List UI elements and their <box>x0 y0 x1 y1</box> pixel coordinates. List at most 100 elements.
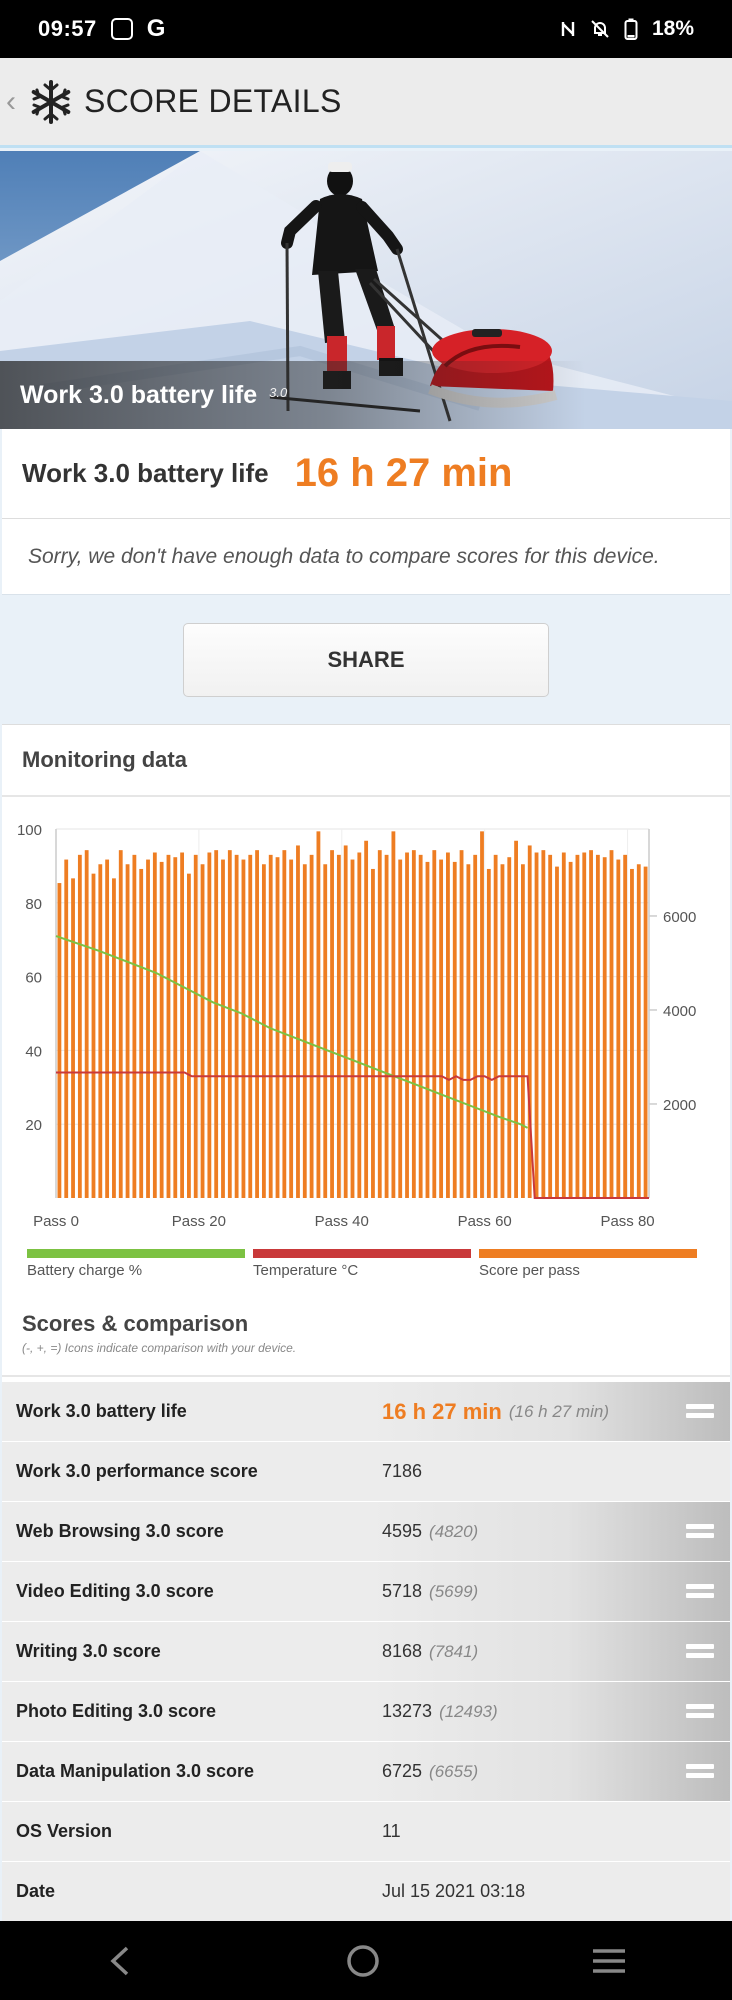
nav-menu-icon[interactable] <box>591 1946 627 1976</box>
back-chevron-icon[interactable]: ‹ <box>6 84 16 118</box>
score-bar <box>377 850 382 1198</box>
divider <box>2 1375 730 1377</box>
score-value-cell: 6725 (6655) <box>366 1742 730 1801</box>
y-right-tick-label: 6000 <box>663 909 696 926</box>
score-bar <box>623 854 628 1198</box>
score-bar <box>118 850 123 1198</box>
status-bar: 09:57 G 18% <box>0 0 732 58</box>
score-bar <box>636 864 641 1198</box>
score-value: Jul 15 2021 03:18 <box>382 1881 526 1901</box>
hero-banner: Work 3.0 battery life 3.0 <box>0 151 732 429</box>
score-label: OS Version <box>16 1821 113 1841</box>
x-tick-label: Pass 20 <box>172 1213 226 1230</box>
score-bar <box>282 850 287 1198</box>
score-row: Writing 3.0 score 8168 (7841) <box>2 1622 730 1682</box>
score-bar <box>336 854 341 1198</box>
score-bar <box>173 857 178 1198</box>
score-bar <box>391 831 396 1198</box>
score-bar <box>214 850 219 1198</box>
hero-caption-text: Work 3.0 battery life <box>20 380 258 409</box>
score-bar <box>132 854 137 1198</box>
x-tick-label: Pass 60 <box>458 1213 512 1230</box>
y-left-tick-label: 20 <box>25 1117 42 1134</box>
score-value-cell: 16 h 27 min (16 h 27 min) <box>366 1382 730 1441</box>
nav-back-icon[interactable] <box>105 1944 135 1978</box>
gallery-notification-icon <box>110 18 133 40</box>
score-bar <box>555 866 559 1198</box>
score-row: Work 3.0 battery life 16 h 27 min (16 h 27… <box>2 1382 730 1442</box>
score-bar <box>234 854 239 1198</box>
score-comparison: (16 h 27 min) <box>508 1401 610 1421</box>
score-bar <box>152 852 157 1198</box>
battery-percent: 18% <box>651 17 694 40</box>
score-row: Data Manipulation 3.0 score 6725 (6655) <box>2 1742 730 1802</box>
score-bar <box>575 854 580 1198</box>
score-row: Web Browsing 3.0 score 4595 (4820) <box>2 1502 730 1562</box>
score-bar <box>316 831 321 1198</box>
y-left-tick-label: 40 <box>25 1043 42 1060</box>
score-bar <box>548 854 553 1198</box>
score-bar <box>411 850 416 1198</box>
score-comparison: (7841) <box>429 1641 479 1661</box>
score-value: 7186 <box>382 1461 423 1481</box>
score-bar <box>534 852 539 1198</box>
score-bar <box>248 854 253 1198</box>
legend-swatch-score <box>479 1249 697 1258</box>
score-comparison: (4820) <box>429 1521 479 1541</box>
score-bar <box>371 868 375 1198</box>
score-bar <box>227 850 232 1198</box>
equal-icon <box>686 1584 714 1602</box>
result-value: 16 h 27 min <box>294 451 513 495</box>
score-bar <box>91 873 96 1198</box>
share-button[interactable]: SHARE <box>183 623 549 697</box>
y-left-tick-label: 80 <box>25 896 42 913</box>
score-value: 6725 <box>382 1761 423 1781</box>
score-label: Photo Editing 3.0 score <box>16 1701 217 1721</box>
nav-home-icon[interactable] <box>345 1943 381 1979</box>
score-bar <box>357 852 362 1198</box>
y-left-tick-label: 60 <box>25 970 42 987</box>
score-row: OS Version 11 <box>2 1802 730 1862</box>
score-bar <box>493 854 498 1198</box>
google-notification-icon: G <box>146 15 166 42</box>
score-bar <box>98 864 103 1198</box>
score-bar <box>193 854 198 1198</box>
x-tick-label: Pass 0 <box>33 1213 79 1230</box>
score-bar <box>255 850 259 1198</box>
score-bar <box>139 868 144 1198</box>
equal-icon <box>686 1704 714 1722</box>
score-bar <box>180 852 185 1198</box>
score-bar <box>582 852 587 1198</box>
legend-score: Score per pass <box>479 1249 697 1279</box>
score-bar <box>466 864 471 1198</box>
score-bar <box>77 854 82 1198</box>
system-nav-bar <box>0 1921 732 2000</box>
score-bar <box>112 878 116 1198</box>
score-bar <box>459 850 464 1198</box>
y-right-tick-label: 4000 <box>663 1003 696 1020</box>
score-bar <box>159 861 164 1198</box>
score-bar <box>609 850 614 1198</box>
score-comparison: (12493) <box>439 1701 498 1721</box>
score-bar <box>589 850 593 1198</box>
score-value-cell: Jul 15 2021 03:18 <box>366 1862 730 1921</box>
status-time: 09:57 <box>38 16 97 41</box>
equal-icon <box>686 1764 714 1782</box>
score-comparison: (6655) <box>429 1761 479 1781</box>
scores-title: Scores & comparison <box>22 1311 249 1336</box>
score-bar <box>207 852 212 1198</box>
score-bar <box>309 854 314 1198</box>
score-bar <box>561 852 566 1198</box>
battery-icon <box>624 18 638 40</box>
score-value: 5718 <box>382 1581 423 1601</box>
score-bar <box>64 859 69 1198</box>
equal-icon <box>686 1524 714 1542</box>
scores-table: Work 3.0 battery life 16 h 27 min (16 h 27… <box>2 1382 730 1922</box>
x-tick-label: Pass 80 <box>600 1213 654 1230</box>
score-bar <box>527 845 532 1198</box>
score-bar <box>486 868 491 1198</box>
score-bar <box>302 864 307 1198</box>
score-bar <box>146 859 150 1198</box>
legend-label-temperature: Temperature °C <box>253 1262 359 1279</box>
score-bar <box>57 883 62 1198</box>
